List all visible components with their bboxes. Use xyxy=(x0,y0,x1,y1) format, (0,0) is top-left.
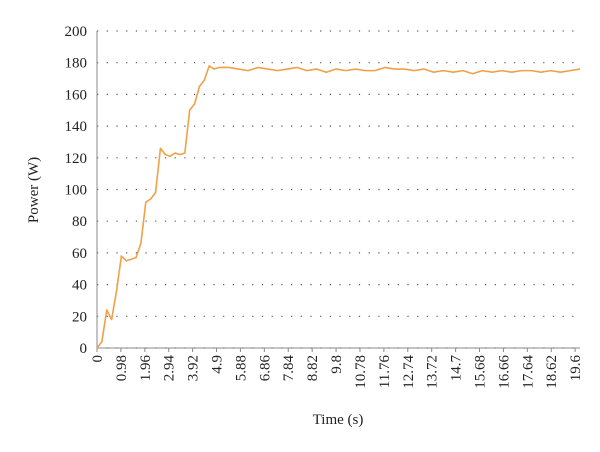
x-tick-label: 12.74 xyxy=(401,355,417,389)
x-tick-label: 3.92 xyxy=(186,355,202,381)
x-axis-label: Time (s) xyxy=(313,412,364,428)
y-tick-label: 40 xyxy=(72,278,87,294)
x-tick-label: 1.96 xyxy=(138,355,154,382)
x-tick-label: 2.94 xyxy=(162,355,178,382)
x-tick-label: 0 xyxy=(90,355,106,363)
x-tick-label: 18.62 xyxy=(544,355,560,389)
y-tick-label: 100 xyxy=(65,183,88,199)
x-tick-label: 13.72 xyxy=(425,355,441,389)
x-tick-label: 8.82 xyxy=(305,355,321,381)
y-axis-label: Power (W) xyxy=(26,157,42,223)
y-tick-label: 60 xyxy=(72,246,87,262)
x-tick-label: 7.84 xyxy=(281,355,297,382)
x-tick-label: 16.66 xyxy=(496,355,512,389)
x-tick-label: 0.98 xyxy=(114,355,130,381)
line-series xyxy=(96,65,581,349)
x-tick-label: 11.76 xyxy=(377,355,393,389)
y-tick-label: 160 xyxy=(65,87,88,103)
y-tick-label: 120 xyxy=(65,151,88,167)
x-tick-label: 19.6 xyxy=(568,355,584,382)
y-tick-label: 200 xyxy=(65,24,88,40)
x-tick-label: 15.68 xyxy=(472,355,488,389)
x-tick-label: 5.88 xyxy=(233,355,249,381)
x-tick-label: 4.9 xyxy=(210,355,226,374)
x-tick-label: 14.7 xyxy=(449,355,465,382)
y-tick-label: 180 xyxy=(65,56,88,72)
y-tick-label: 0 xyxy=(80,341,88,357)
x-tick-label: 10.78 xyxy=(353,355,369,389)
x-tick-label: 6.86 xyxy=(257,355,273,382)
x-tick-label: 9.8 xyxy=(329,355,345,374)
y-tick-label: 140 xyxy=(65,119,88,135)
x-tick-label: 17.64 xyxy=(520,355,536,389)
y-tick-label: 20 xyxy=(72,309,87,325)
y-tick-label: 80 xyxy=(72,214,87,230)
